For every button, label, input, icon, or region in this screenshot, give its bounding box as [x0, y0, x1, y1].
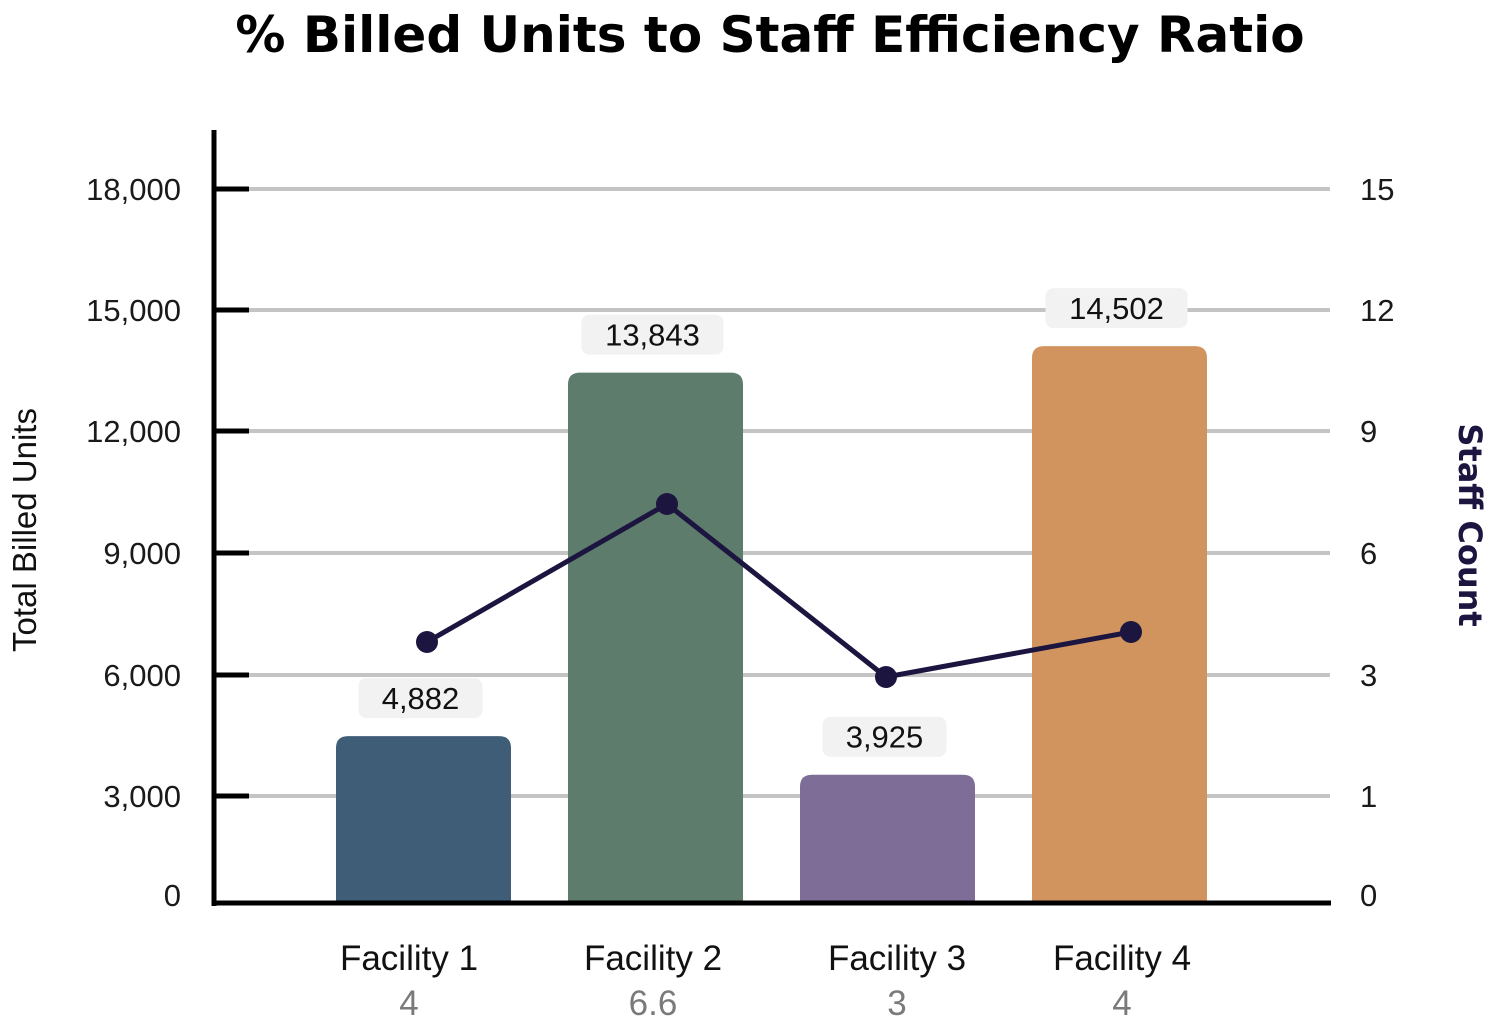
right-tick-label: 12 [1360, 293, 1394, 328]
left-tick-label: 0 [164, 878, 181, 913]
right-tick-label: 9 [1360, 414, 1377, 449]
data-label-box [822, 716, 947, 757]
y-axis-title: Total Billed Units [6, 408, 43, 652]
left-tick-label: 15,000 [86, 293, 181, 328]
category-label: Facility 3 [828, 939, 966, 978]
right-tick-label: 15 [1360, 172, 1394, 207]
category-label: Facility 1 [340, 939, 478, 978]
data-label: 13,843 [605, 318, 700, 353]
labels: 0 3,000 6,000 9,000 12,000 15,000 18,000 0 1 3 6 9 1… [6, 172, 1489, 1023]
category-label: Facility 2 [584, 939, 722, 978]
right-tick-label: 1 [1360, 779, 1377, 814]
data-label: 14,502 [1069, 291, 1164, 326]
bars [336, 346, 1207, 904]
bar [568, 372, 743, 904]
left-tick-label: 18,000 [86, 172, 181, 207]
data-label-box [1045, 288, 1188, 329]
staff-point [1120, 621, 1142, 643]
staff-line-path [425, 501, 1132, 680]
staff-point [656, 493, 678, 515]
category-sublabel: 4 [399, 984, 418, 1023]
data-label-box [581, 314, 724, 355]
data-label: 3,925 [846, 720, 924, 755]
bar [336, 736, 511, 903]
left-tick-label: 12,000 [86, 414, 181, 449]
right-tick-label: 6 [1360, 536, 1377, 571]
category-sublabel: 6.6 [629, 984, 678, 1023]
bar [1032, 346, 1207, 903]
data-label-box [358, 678, 483, 719]
staff-line [416, 493, 1142, 688]
right-tick-label: 0 [1360, 878, 1377, 913]
category-sublabel: 4 [1112, 984, 1131, 1023]
staff-point [416, 631, 438, 653]
chart-title: % Billed Units to Staff Efficiency Ratio [235, 6, 1305, 64]
right-tick-label: 3 [1360, 658, 1377, 693]
category-sublabel: 3 [887, 984, 906, 1023]
axes [211, 130, 1331, 906]
y2-axis-title: Staff Count [1451, 423, 1489, 626]
left-tick-label: 6,000 [103, 658, 181, 693]
left-tick-label: 9,000 [103, 536, 181, 571]
staff-point [875, 666, 897, 688]
bar [800, 774, 975, 903]
data-label: 4,882 [382, 681, 460, 716]
category-label: Facility 4 [1053, 939, 1191, 978]
left-tick-label: 3,000 [103, 779, 181, 814]
